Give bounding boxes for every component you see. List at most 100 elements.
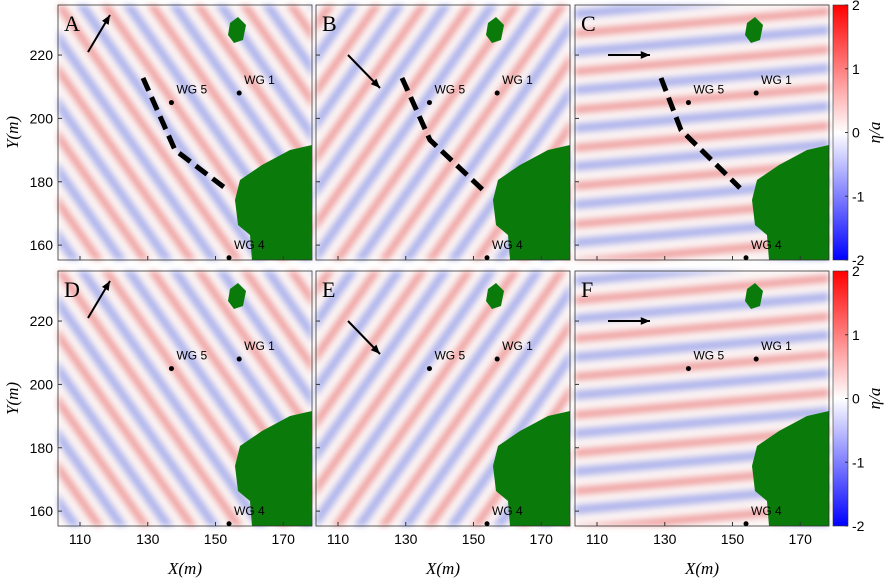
gauge-label: WG 1 [244,339,275,353]
gauge [426,100,432,106]
colorbar-tick-label: 0 [852,125,860,141]
gauge-label: WG 1 [502,339,533,353]
panel-frame [574,270,830,527]
gauge-label: WG 4 [492,238,523,252]
panel: F WG 5 WG 1 WG 4 110 130 150 170 [574,270,830,547]
island [486,17,504,43]
colorbar-tick-label: -1 [852,188,865,204]
gauge [226,521,232,527]
arrow-head [370,78,380,88]
gauge [685,366,691,372]
x-tick-label: 110 [327,531,350,547]
panel-frame [57,4,313,261]
gauge [753,90,759,96]
gauge [236,90,242,96]
gauge [426,366,432,372]
y-tick-label: 180 [30,440,54,456]
gauge [168,366,174,372]
colorbar-tick-label: 2 [852,263,860,279]
x-tick-label: 130 [653,531,677,547]
gauge [168,100,174,106]
gauge-label: WG 5 [176,83,207,97]
x-tick-label: 130 [394,531,418,547]
x-axis-label: X(m) [684,559,719,578]
x-tick-label: 150 [204,531,228,547]
colorbar-tick-label: -2 [852,518,865,534]
panel: B WG 5 WG 1 WG 4 [315,4,571,261]
y-axis-label: Y(m) [3,116,22,149]
colorbar-tick-label: 0 [852,391,860,407]
gauge-label: WG 1 [761,339,792,353]
panel-frame [315,4,571,261]
x-tick-label: 130 [136,531,160,547]
gauge-label: WG 4 [234,238,265,252]
gauge [685,100,691,106]
x-tick-label: 110 [586,531,609,547]
gauge-label: WG 1 [761,73,792,87]
gauge-label: WG 1 [502,73,533,87]
y-tick-label: 200 [30,110,54,126]
panel: D WG 5 WG 1 WG 4 110 130 150 170 160 180 200 220 [30,270,313,547]
gauge [743,521,749,527]
land [493,411,570,526]
gauge [743,255,749,261]
island [228,17,246,43]
panel-label: C [581,11,596,36]
colorbar-tick-label: -1 [852,454,865,470]
y-tick-label: 160 [30,503,54,519]
gauge-label: WG 5 [693,83,724,97]
gauge-label: WG 4 [751,238,782,252]
panel-label: E [322,277,335,302]
panel-label: F [581,277,593,302]
arrow-head [370,344,380,354]
x-tick-label: 170 [789,531,813,547]
gauge [484,255,490,261]
gauge-label: WG 4 [492,504,523,518]
island [486,283,504,309]
colorbar-tick-label: 2 [852,0,860,13]
arrow-head [640,51,650,59]
arrow-head [101,281,110,291]
y-axis-label: Y(m) [3,382,22,415]
gauge-label: WG 4 [751,504,782,518]
panel-label: B [322,11,337,36]
colorbar-tick-label: 1 [852,61,860,77]
panel-frame [57,270,313,527]
x-axis-label: X(m) [425,559,460,578]
x-axis-label: X(m) [167,559,202,578]
gauge-label: WG 5 [434,349,465,363]
breakline [399,76,485,192]
panel: C WG 5 WG 1 WG 4 [574,4,830,261]
land [493,145,570,260]
y-tick-label: 160 [30,237,54,253]
gauge [226,255,232,261]
gauge-label: WG 1 [244,73,275,87]
x-tick-label: 110 [69,531,92,547]
y-tick-label: 220 [30,47,54,63]
gauge-label: WG 4 [234,504,265,518]
panel: E WG 5 WG 1 WG 4 110 130 150 170 [315,270,571,547]
island [745,17,763,43]
gauge-label: WG 5 [176,349,207,363]
y-tick-label: 220 [30,313,54,329]
y-tick-label: 180 [30,174,54,190]
gauge [236,356,242,362]
breakline [140,76,227,190]
colorbar-label: η/a [865,388,884,410]
island [228,283,246,309]
land [235,145,312,260]
x-tick-label: 150 [721,531,745,547]
gauge [753,356,759,362]
panel: A WG 5 WG 1 WG 4 160 180 200 220 [30,4,313,261]
land [752,411,829,526]
breakline [658,77,742,190]
land [752,145,829,260]
gauge-label: WG 5 [434,83,465,97]
x-tick-label: 150 [462,531,486,547]
panel-label: D [64,277,80,302]
island [745,283,763,309]
gauge [494,356,500,362]
x-tick-label: 170 [530,531,554,547]
gauge-label: WG 5 [693,349,724,363]
